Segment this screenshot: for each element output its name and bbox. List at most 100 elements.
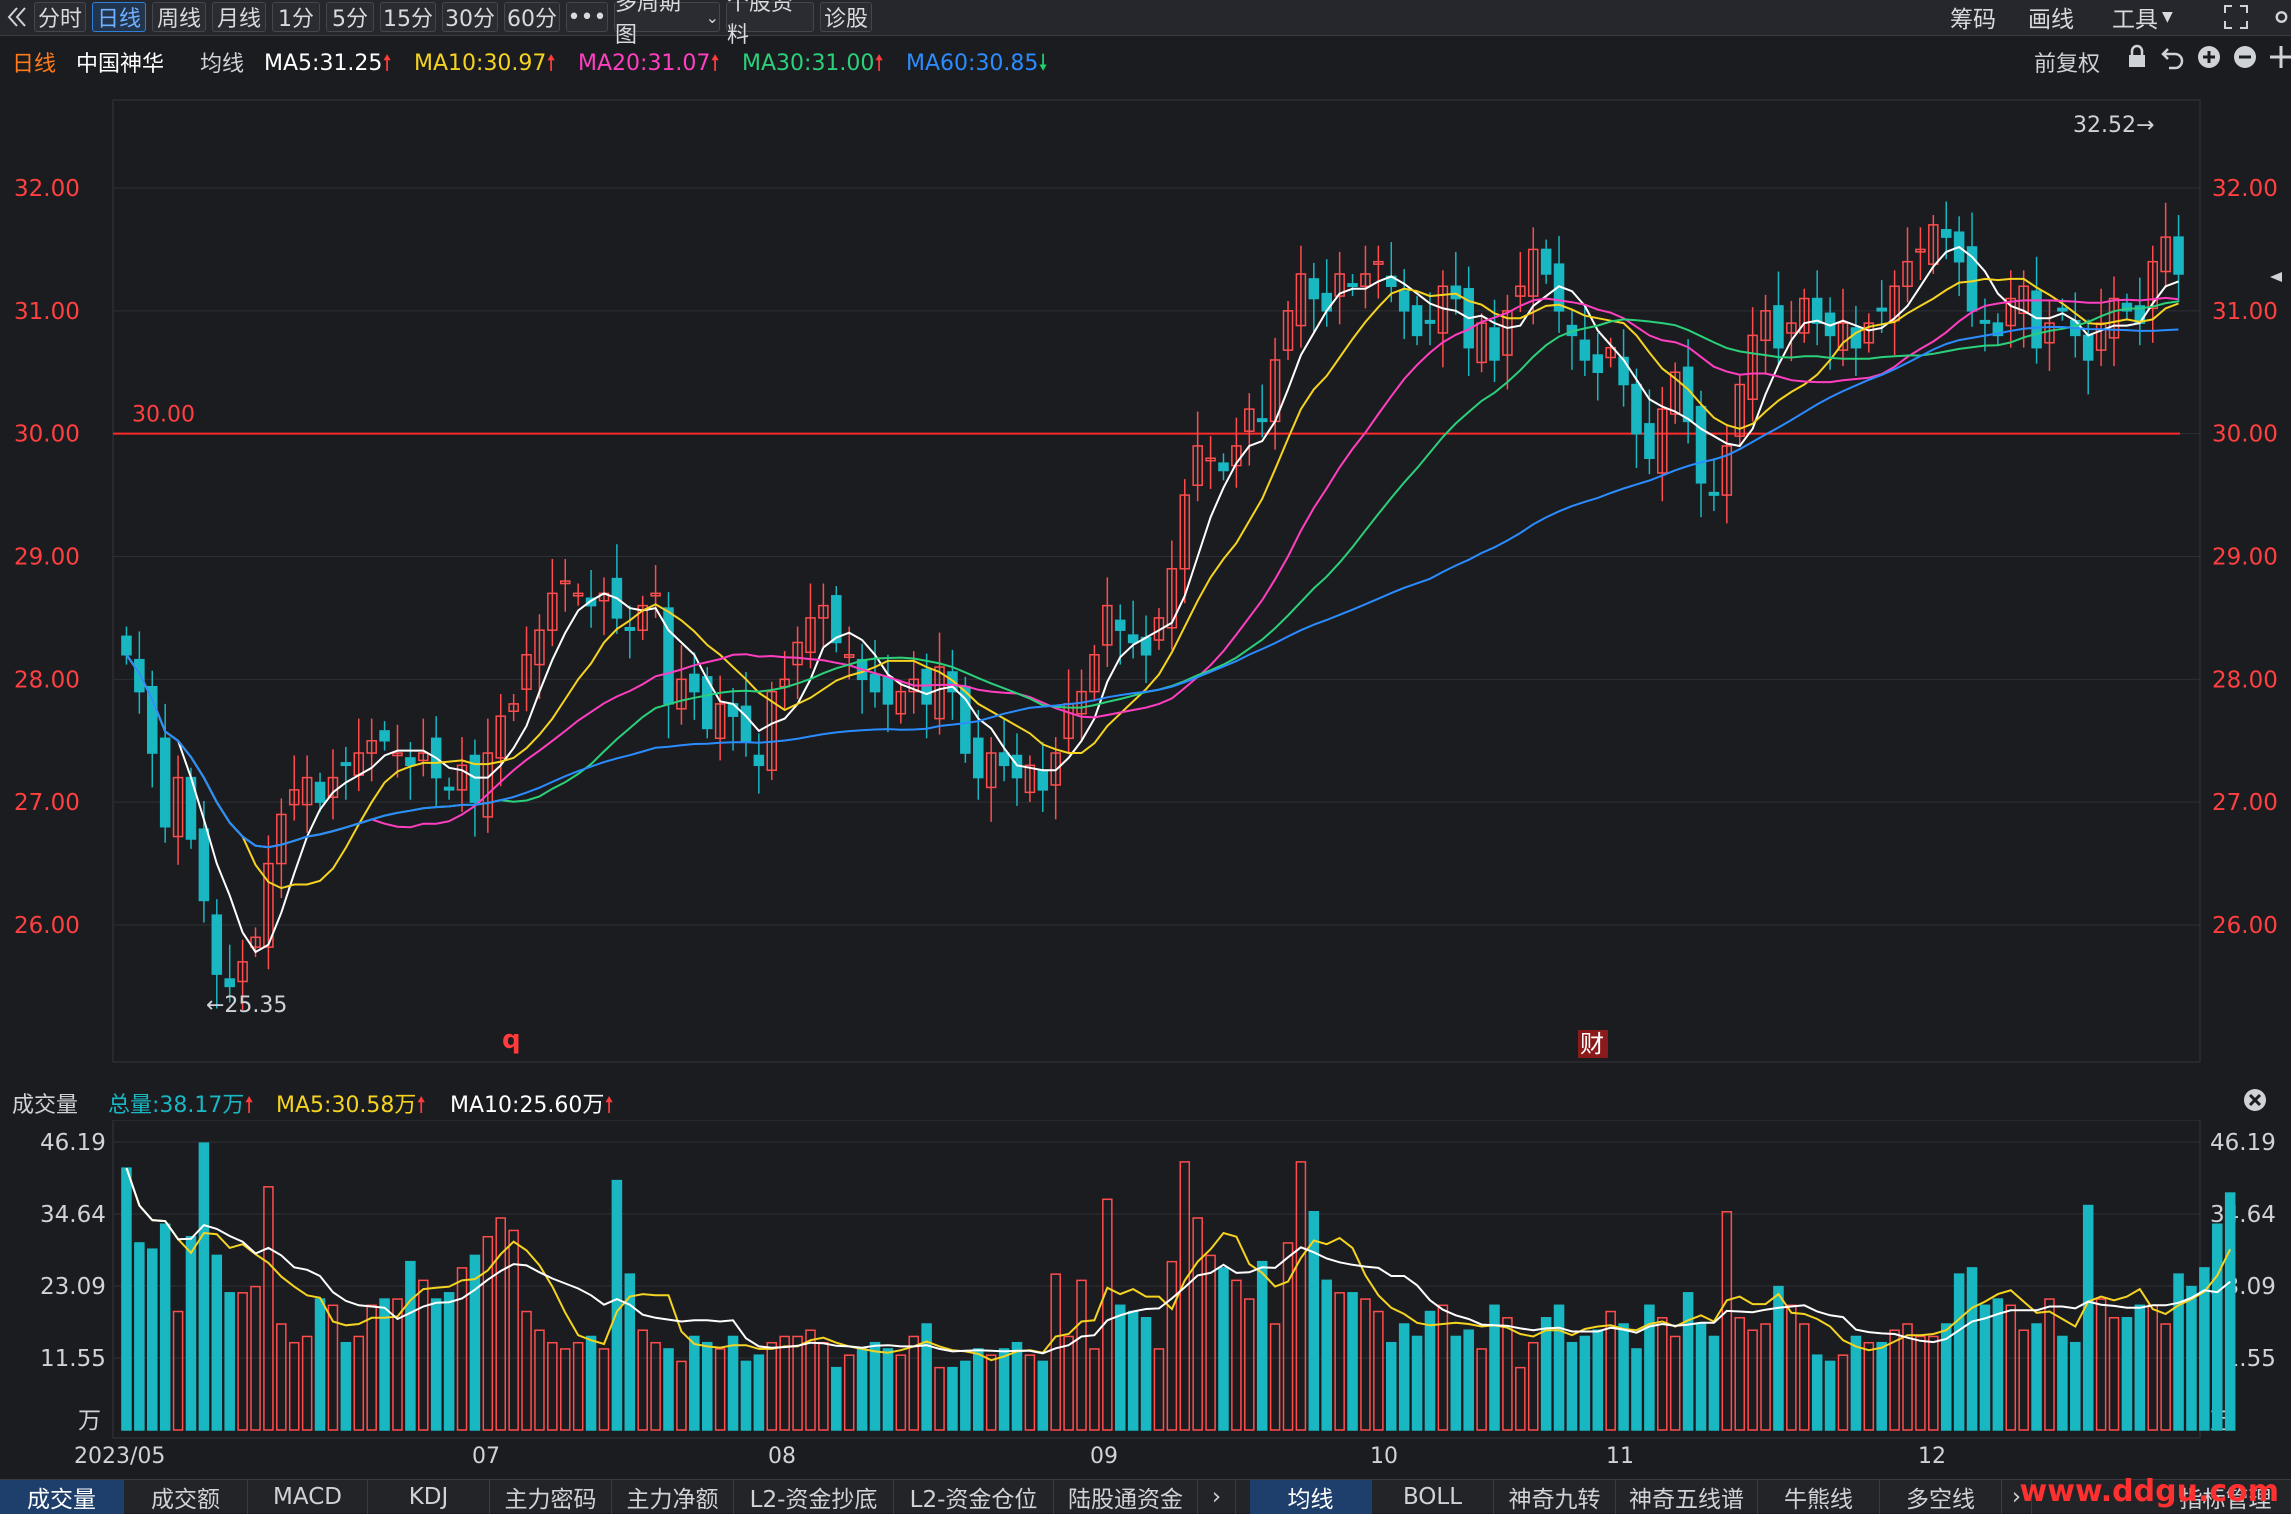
candle-body[interactable] — [1631, 383, 1642, 435]
period-tab-daily[interactable]: 日线 — [92, 2, 146, 32]
volume-bar[interactable] — [1360, 1298, 1371, 1431]
candle-body[interactable] — [1992, 322, 2004, 337]
volume-bar[interactable] — [1037, 1360, 1049, 1431]
candle-body[interactable] — [198, 828, 210, 902]
volume-bar[interactable] — [2070, 1341, 2081, 1431]
volume-bar[interactable] — [727, 1335, 739, 1431]
volume-bar[interactable] — [1721, 1211, 1733, 1431]
candle-body[interactable] — [1786, 322, 1797, 334]
candle-body[interactable] — [1889, 285, 1900, 322]
volume-bar[interactable] — [482, 1235, 494, 1431]
volume-bar[interactable] — [1824, 1360, 1836, 1431]
stock-name[interactable]: 中国神华 — [76, 52, 165, 77]
candle-body[interactable] — [1114, 619, 1126, 631]
period-tab-1min[interactable]: 1分 — [272, 2, 320, 32]
candle-body[interactable] — [1411, 305, 1423, 337]
volume-bar[interactable] — [1347, 1292, 1358, 1431]
candle-body[interactable] — [714, 703, 726, 740]
candle-body[interactable] — [1360, 273, 1371, 288]
candle-body[interactable] — [1153, 617, 1165, 641]
volume-bar[interactable] — [1915, 1335, 1926, 1431]
chevron-right-icon[interactable]: › — [1198, 1480, 1236, 1514]
volume-bar[interactable] — [2044, 1298, 2055, 1431]
candle-body[interactable] — [2082, 334, 2094, 361]
volume-bar[interactable] — [301, 1335, 313, 1431]
tab-main-force-code[interactable]: 主力密码 — [490, 1480, 612, 1514]
candle-body[interactable] — [1915, 248, 1926, 253]
volume-bar[interactable] — [650, 1341, 661, 1431]
volume-bar[interactable] — [443, 1292, 455, 1431]
candle-body[interactable] — [1450, 285, 1462, 300]
tab-turnover[interactable]: 成交额 — [124, 1480, 248, 1514]
volume-bar[interactable] — [1876, 1341, 1887, 1431]
volume-bar[interactable] — [1282, 1242, 1294, 1431]
candle-body[interactable] — [1695, 405, 1707, 484]
candle-body[interactable] — [172, 776, 184, 838]
volume-bar[interactable] — [1527, 1341, 1539, 1431]
candle-body[interactable] — [805, 617, 816, 654]
candle-body[interactable] — [1928, 224, 1939, 265]
candle-body[interactable] — [766, 690, 778, 771]
volume-bar[interactable] — [2186, 1285, 2197, 1431]
volume-bar[interactable] — [947, 1366, 958, 1431]
volume-bar[interactable] — [159, 1223, 171, 1431]
volume-bar[interactable] — [1540, 1317, 1552, 1431]
candle-body[interactable] — [1657, 408, 1668, 474]
volume-bar[interactable] — [2108, 1317, 2120, 1431]
volume-bar[interactable] — [2018, 1329, 2029, 1431]
volume-bar[interactable] — [856, 1348, 868, 1431]
candle-body[interactable] — [482, 752, 494, 818]
candle-body[interactable] — [2095, 322, 2107, 351]
period-tab-5min[interactable]: 5分 — [326, 2, 374, 32]
candle-body[interactable] — [663, 607, 674, 705]
period-tab-15min[interactable]: 15分 — [380, 2, 436, 32]
tab-macd[interactable]: MACD — [248, 1480, 368, 1514]
multi-period-dropdown[interactable]: 多周期图 ⌄ — [614, 0, 720, 48]
volume-bar[interactable] — [960, 1360, 971, 1431]
candle-body[interactable] — [1373, 260, 1384, 265]
volume-bar[interactable] — [1811, 1354, 1823, 1431]
volume-bar[interactable] — [314, 1298, 326, 1431]
volume-bar[interactable] — [805, 1329, 816, 1431]
candle-body[interactable] — [2160, 236, 2171, 273]
candle-body[interactable] — [740, 705, 752, 742]
candle-body[interactable] — [701, 676, 713, 730]
volume-bar[interactable] — [1618, 1323, 1629, 1431]
volume-bar[interactable] — [779, 1335, 790, 1431]
candle-body[interactable] — [2121, 302, 2133, 312]
volume-bar[interactable] — [1786, 1304, 1797, 1431]
candle-body[interactable] — [340, 762, 352, 767]
volume-bar[interactable] — [1050, 1273, 1061, 1431]
volume-bar[interactable] — [1334, 1292, 1345, 1431]
volume-bar[interactable] — [1373, 1310, 1384, 1431]
volume-bar[interactable] — [1515, 1366, 1526, 1431]
candle-body[interactable] — [1760, 310, 1771, 342]
volume-bar[interactable] — [237, 1292, 248, 1431]
candle-body[interactable] — [1902, 260, 1913, 288]
volume-bar[interactable] — [869, 1341, 881, 1431]
volume-bar[interactable] — [1295, 1161, 1307, 1431]
volume-bar[interactable] — [340, 1341, 352, 1431]
volume-bar[interactable] — [2057, 1335, 2068, 1431]
candle-body[interactable] — [1334, 273, 1345, 297]
volume-bar[interactable] — [2160, 1323, 2171, 1431]
candle-body[interactable] — [1721, 445, 1733, 496]
volume-bar[interactable] — [456, 1267, 468, 1431]
candle-body[interactable] — [121, 635, 132, 656]
volume-bar[interactable] — [1644, 1304, 1655, 1431]
volume-bar[interactable] — [1192, 1217, 1203, 1431]
undo-icon[interactable] — [2160, 44, 2186, 76]
candle-body[interactable] — [288, 789, 300, 806]
indicator-manage-button[interactable]: 指标管理 — [2179, 1487, 2272, 1513]
volume-bar[interactable] — [2199, 1267, 2210, 1431]
volume-bar[interactable] — [766, 1341, 778, 1431]
volume-bar[interactable] — [1011, 1341, 1023, 1431]
candle-body[interactable] — [547, 592, 558, 631]
volume-bar[interactable] — [1928, 1335, 1939, 1431]
candle-body[interactable] — [831, 595, 842, 644]
volume-bar[interactable] — [908, 1335, 920, 1431]
candle-body[interactable] — [753, 754, 765, 767]
volume-bar[interactable] — [1940, 1323, 1952, 1431]
volume-bar[interactable] — [508, 1229, 519, 1431]
volume-bar[interactable] — [276, 1323, 287, 1431]
